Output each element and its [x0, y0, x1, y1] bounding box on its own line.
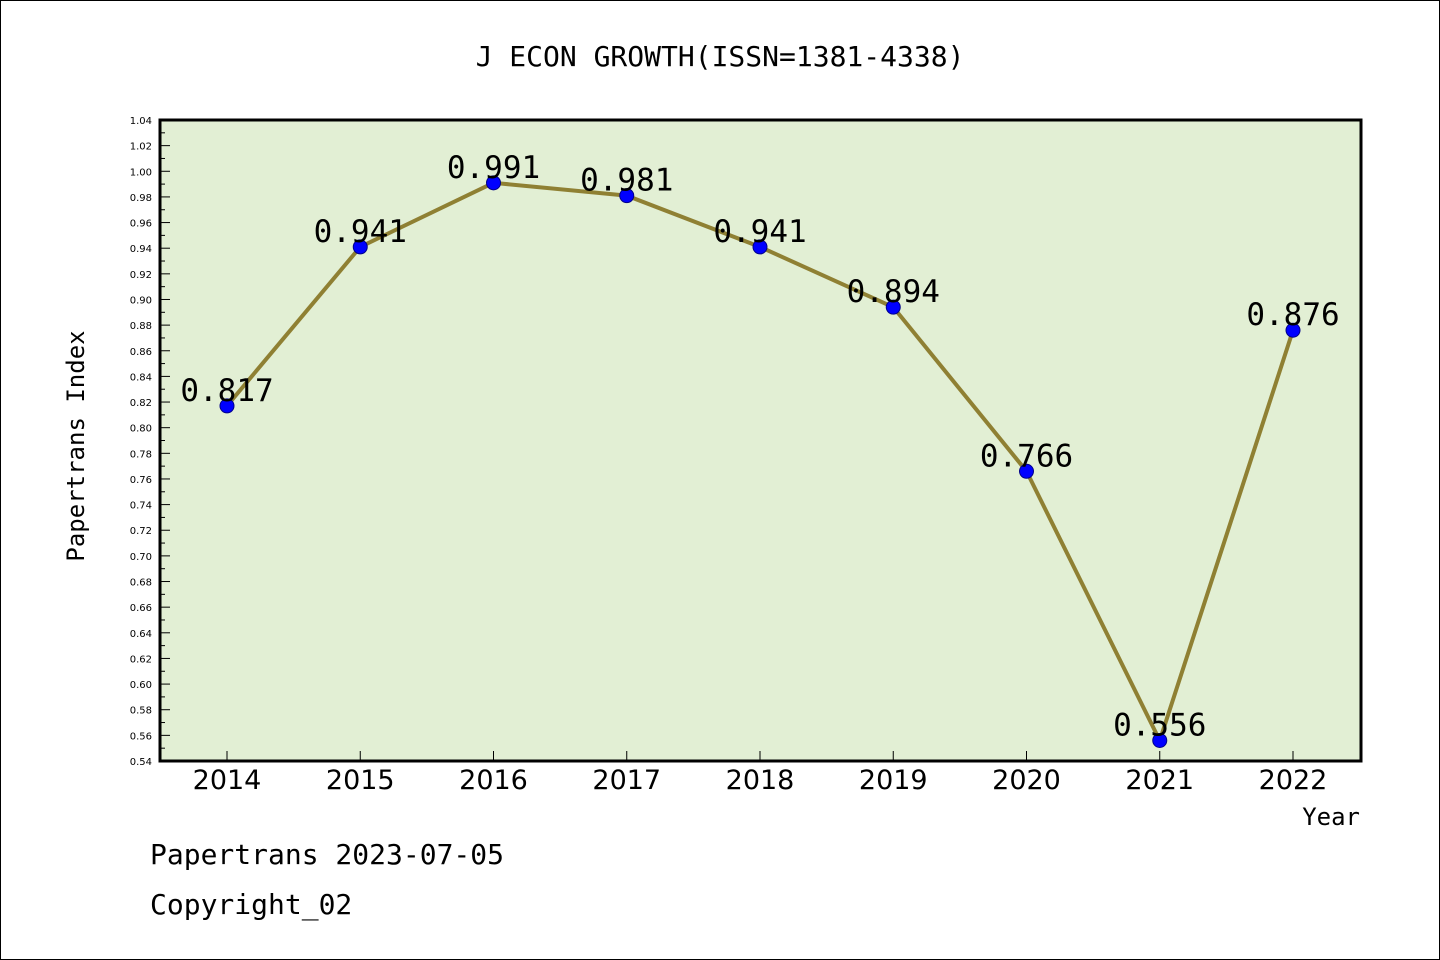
data-label: 0.941 — [713, 214, 806, 250]
x-axis-ticks: 2014 2015 2016 2017 2018 2019 2020 2021 2022 — [193, 751, 1328, 796]
x-tick-label: 2018 — [726, 765, 795, 796]
y-tick-label: 0.76 — [130, 475, 152, 486]
data-point — [1152, 732, 1168, 748]
y-tick-label: 0.74 — [130, 501, 152, 512]
y-tick-label: 0.82 — [130, 398, 152, 409]
y-tick-label: 0.56 — [130, 731, 152, 742]
y-tick-label: 0.72 — [130, 526, 152, 537]
data-point — [352, 239, 368, 255]
data-label: 0.991 — [447, 150, 540, 186]
data-label: 0.941 — [314, 214, 407, 250]
y-tick-label: 0.94 — [130, 244, 152, 255]
x-tick-label: 2021 — [1125, 765, 1194, 796]
data-point — [1285, 322, 1301, 338]
footer-date: Papertrans 2023-07-05 — [150, 838, 504, 871]
data-point — [219, 398, 235, 414]
data-label: 0.556 — [1113, 707, 1206, 743]
x-tick-label: 2022 — [1259, 765, 1328, 796]
data-point — [885, 299, 901, 315]
x-tick-label: 2017 — [592, 765, 661, 796]
y-tick-label: 0.92 — [130, 270, 152, 281]
x-tick-label: 2014 — [193, 765, 262, 796]
series-group: 0.817 0.941 0.991 0.981 0.941 0.894 0.766 0.556… — [180, 150, 1340, 748]
x-axis-label: Year — [1302, 803, 1360, 831]
y-tick-label: 1.02 — [130, 142, 152, 153]
x-tick-label: 2020 — [992, 765, 1061, 796]
y-tick-label: 0.84 — [130, 372, 152, 383]
footer-copyright: Copyright_02 — [150, 888, 352, 922]
x-tick-label: 2019 — [859, 765, 928, 796]
y-axis-label: Papertrans Index — [62, 330, 90, 561]
y-tick-label: 0.68 — [130, 578, 152, 589]
y-tick-label: 0.96 — [130, 219, 152, 230]
y-tick-label: 0.80 — [130, 424, 152, 435]
chart-title: J ECON GROWTH(ISSN=1381-4338) — [476, 40, 965, 73]
x-tick-label: 2015 — [326, 765, 395, 796]
data-label: 0.981 — [580, 163, 673, 199]
y-tick-label: 0.66 — [130, 603, 152, 614]
x-tick-label: 2016 — [459, 765, 528, 796]
y-tick-label: 0.62 — [130, 654, 152, 665]
data-point — [752, 239, 768, 255]
y-tick-label: 0.88 — [130, 321, 152, 332]
data-label: 0.894 — [847, 274, 940, 310]
data-label: 0.876 — [1246, 297, 1339, 333]
y-tick-label: 0.60 — [130, 680, 152, 691]
y-tick-label: 1.04 — [130, 116, 152, 127]
y-tick-label: 0.70 — [130, 552, 152, 563]
data-label: 0.817 — [180, 373, 273, 409]
plot-border — [158, 118, 1363, 763]
data-point — [486, 175, 501, 191]
y-tick-label: 0.58 — [130, 706, 152, 717]
data-point — [1019, 463, 1034, 479]
data-label: 0.766 — [980, 438, 1073, 474]
data-point — [619, 188, 635, 204]
plot-area — [160, 120, 1361, 761]
y-tick-label: 0.54 — [130, 757, 152, 768]
y-tick-label: 1.00 — [130, 167, 152, 178]
y-axis-ticks: 0.54 0.56 0.58 0.60 0.62 0.64 0.66 0.68 0.70 0.72… — [130, 116, 170, 768]
y-tick-label: 0.98 — [130, 193, 152, 204]
y-tick-label: 0.78 — [130, 449, 152, 460]
y-tick-label: 0.86 — [130, 347, 152, 358]
y-tick-label: 0.64 — [130, 629, 152, 640]
y-tick-label: 0.90 — [130, 295, 152, 306]
